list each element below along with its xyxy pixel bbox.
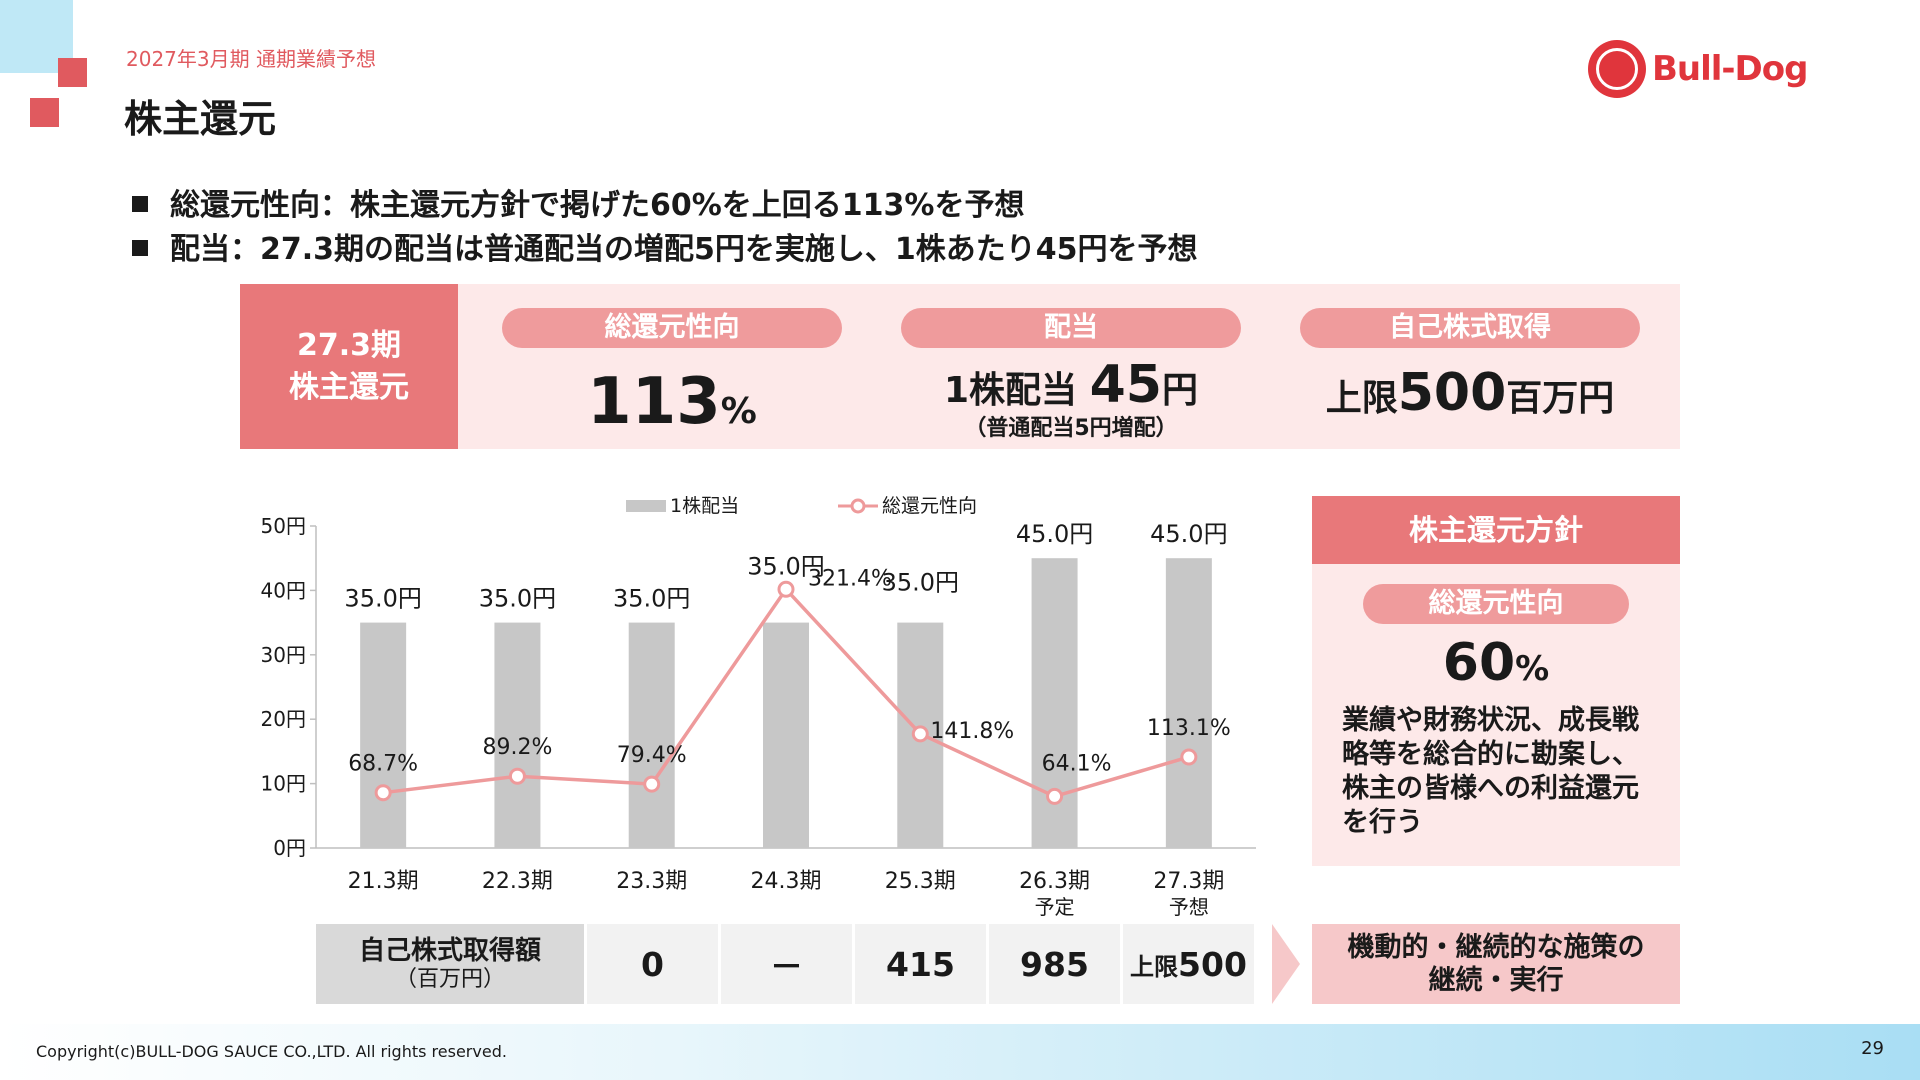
summary-label: 27.3期 株主還元 bbox=[240, 284, 458, 449]
buyback-cell: 上限 500 bbox=[1123, 924, 1254, 1004]
policy-value: 60% bbox=[1442, 633, 1550, 693]
bar bbox=[494, 622, 541, 848]
company-logo: Bull-Dog bbox=[1588, 40, 1808, 98]
copyright-text: Copyright(c)BULL-DOG SAUCE CO.,LTD. All … bbox=[36, 1042, 507, 1061]
legend-line-marker bbox=[850, 498, 866, 514]
corner-decoration-red bbox=[58, 58, 87, 87]
buyback-cell: 985 bbox=[989, 924, 1120, 1004]
y-tick-label: 30円 bbox=[261, 643, 306, 667]
y-tick-label: 0円 bbox=[273, 836, 306, 860]
x-tick-label: 21.3期 bbox=[348, 869, 419, 894]
payout-data-label: 68.7% bbox=[348, 752, 418, 777]
bar-data-label: 35.0円 bbox=[747, 553, 824, 581]
payout-point bbox=[1180, 748, 1198, 766]
bulldog-seal-icon bbox=[1588, 40, 1646, 98]
x-tick-sublabel: 予想 bbox=[1169, 895, 1209, 919]
dividend-payout-chart: 0円 10円 20円 30円 40円 50円 35.0円 35.0円 35.0円 35.0円 35.… bbox=[261, 495, 1256, 919]
bullet-text: 総還元性向：株主還元方針で掲げた60%を上回る113%を予想 bbox=[170, 188, 1025, 223]
bullet-list: 総還元性向：株主還元方針で掲げた60%を上回る113%を予想 配当：27.3期の… bbox=[132, 184, 1198, 272]
bullet-item: 総還元性向：株主還元方針で掲げた60%を上回る113%を予想 bbox=[132, 184, 1198, 228]
policy-header: 株主還元方針 bbox=[1312, 496, 1680, 564]
corner-decoration-red bbox=[30, 98, 59, 127]
buyback-pill: 自己株式取得 bbox=[1300, 308, 1640, 348]
buyback-cell: － bbox=[721, 924, 852, 1004]
square-bullet-icon bbox=[132, 195, 148, 212]
payout-value: 113% bbox=[587, 365, 757, 439]
bullet-item: 配当：27.3期の配当は普通配当の増配5円を実施し、1株あたり45円を予想 bbox=[132, 228, 1198, 272]
payout-point bbox=[1046, 787, 1064, 805]
y-tick-label: 20円 bbox=[261, 707, 306, 731]
payout-data-label: 321.4% bbox=[808, 566, 892, 591]
bar-data-label: 35.0円 bbox=[613, 585, 690, 613]
dividend-note: （普通配当5円増配） bbox=[964, 416, 1178, 441]
payout-data-label: 64.1% bbox=[1042, 751, 1112, 776]
square-bullet-icon bbox=[132, 239, 148, 256]
payout-pill: 総還元性向 bbox=[502, 308, 842, 348]
buyback-value: 上限500百万円 bbox=[1325, 363, 1615, 423]
bar-data-label: 35.0円 bbox=[344, 585, 421, 613]
payout-data-label: 89.2% bbox=[482, 735, 552, 760]
policy-panel: 株主還元方針 総還元性向 60% 業績や財務状況、成長戦略等を総合的に勘案し、株… bbox=[1312, 496, 1680, 866]
policy-text: 業績や財務状況、成長戦略等を総合的に勘案し、株主の皆様への利益還元を行う bbox=[1342, 705, 1639, 838]
bar bbox=[360, 622, 407, 848]
x-tick-label: 25.3期 bbox=[885, 869, 956, 894]
bar-data-label: 45.0円 bbox=[1150, 520, 1227, 548]
bar bbox=[628, 622, 675, 848]
summary-label-text: 株主還元 bbox=[289, 369, 409, 405]
legend-bar-swatch bbox=[626, 500, 666, 512]
payout-point bbox=[643, 775, 661, 793]
summary-buyback: 自己株式取得 上限500百万円 bbox=[1300, 308, 1640, 424]
summary-label-period: 27.3期 bbox=[296, 327, 402, 363]
summary-panel: 27.3期 株主還元 総還元性向 113% 配当 1株配当 45円 （普通配当5… bbox=[240, 284, 1680, 449]
logo-text: Bull-Dog bbox=[1652, 49, 1808, 89]
page-number: 29 bbox=[1861, 1038, 1884, 1059]
payout-point bbox=[911, 725, 929, 743]
bar bbox=[763, 622, 809, 848]
x-tick-label: 22.3期 bbox=[482, 869, 553, 894]
payout-point bbox=[374, 784, 392, 802]
bar-data-label: 45.0円 bbox=[1016, 520, 1093, 548]
y-tick-label: 10円 bbox=[261, 772, 306, 796]
x-tick-label: 26.3期 bbox=[1019, 869, 1090, 894]
buyback-result: 機動的・継続的な施策の 継続・実行 bbox=[1312, 924, 1680, 1004]
payout-data-label: 79.4% bbox=[617, 743, 687, 768]
bar-data-label: 35.0円 bbox=[882, 569, 959, 597]
payout-point bbox=[777, 580, 795, 598]
arrow-right-icon bbox=[1272, 924, 1300, 1004]
buyback-table: 自己株式取得額 （百万円） 0 － 415 985 上限 500 bbox=[316, 924, 1257, 1004]
x-tick-label: 24.3期 bbox=[751, 869, 822, 894]
payout-point bbox=[508, 767, 526, 785]
buyback-cell: 415 bbox=[855, 924, 986, 1004]
dividend-pill: 配当 bbox=[901, 308, 1241, 348]
y-tick-label: 50円 bbox=[261, 514, 306, 538]
page-title: 株主還元 bbox=[124, 97, 277, 141]
x-tick-sublabel: 予定 bbox=[1035, 895, 1075, 919]
bullet-text: 配当：27.3期の配当は普通配当の増配5円を実施し、1株あたり45円を予想 bbox=[170, 232, 1198, 267]
payout-data-label: 113.1% bbox=[1147, 716, 1231, 741]
summary-payout: 総還元性向 113% bbox=[502, 308, 842, 448]
slide-subtitle: 2027年3月期 通期業績予想 bbox=[126, 47, 376, 71]
x-tick-label: 23.3期 bbox=[616, 869, 687, 894]
bar bbox=[1165, 558, 1212, 848]
buyback-table-header: 自己株式取得額 （百万円） bbox=[316, 924, 584, 1004]
y-tick-label: 40円 bbox=[261, 578, 306, 602]
footer-bar: Copyright(c)BULL-DOG SAUCE CO.,LTD. All … bbox=[0, 1024, 1920, 1080]
payout-data-label: 141.8% bbox=[930, 719, 1014, 744]
legend-line-label: 総還元性向 bbox=[882, 495, 977, 517]
legend-bar-label: 1株配当 bbox=[670, 495, 739, 517]
summary-dividend: 配当 1株配当 45円 （普通配当5円増配） bbox=[901, 308, 1241, 442]
x-tick-label: 27.3期 bbox=[1153, 869, 1224, 894]
policy-pill: 総還元性向 bbox=[1363, 584, 1629, 624]
bar-data-label: 35.0円 bbox=[479, 585, 556, 613]
dividend-value: 1株配当 45円 bbox=[944, 355, 1198, 415]
buyback-cell: 0 bbox=[587, 924, 718, 1004]
